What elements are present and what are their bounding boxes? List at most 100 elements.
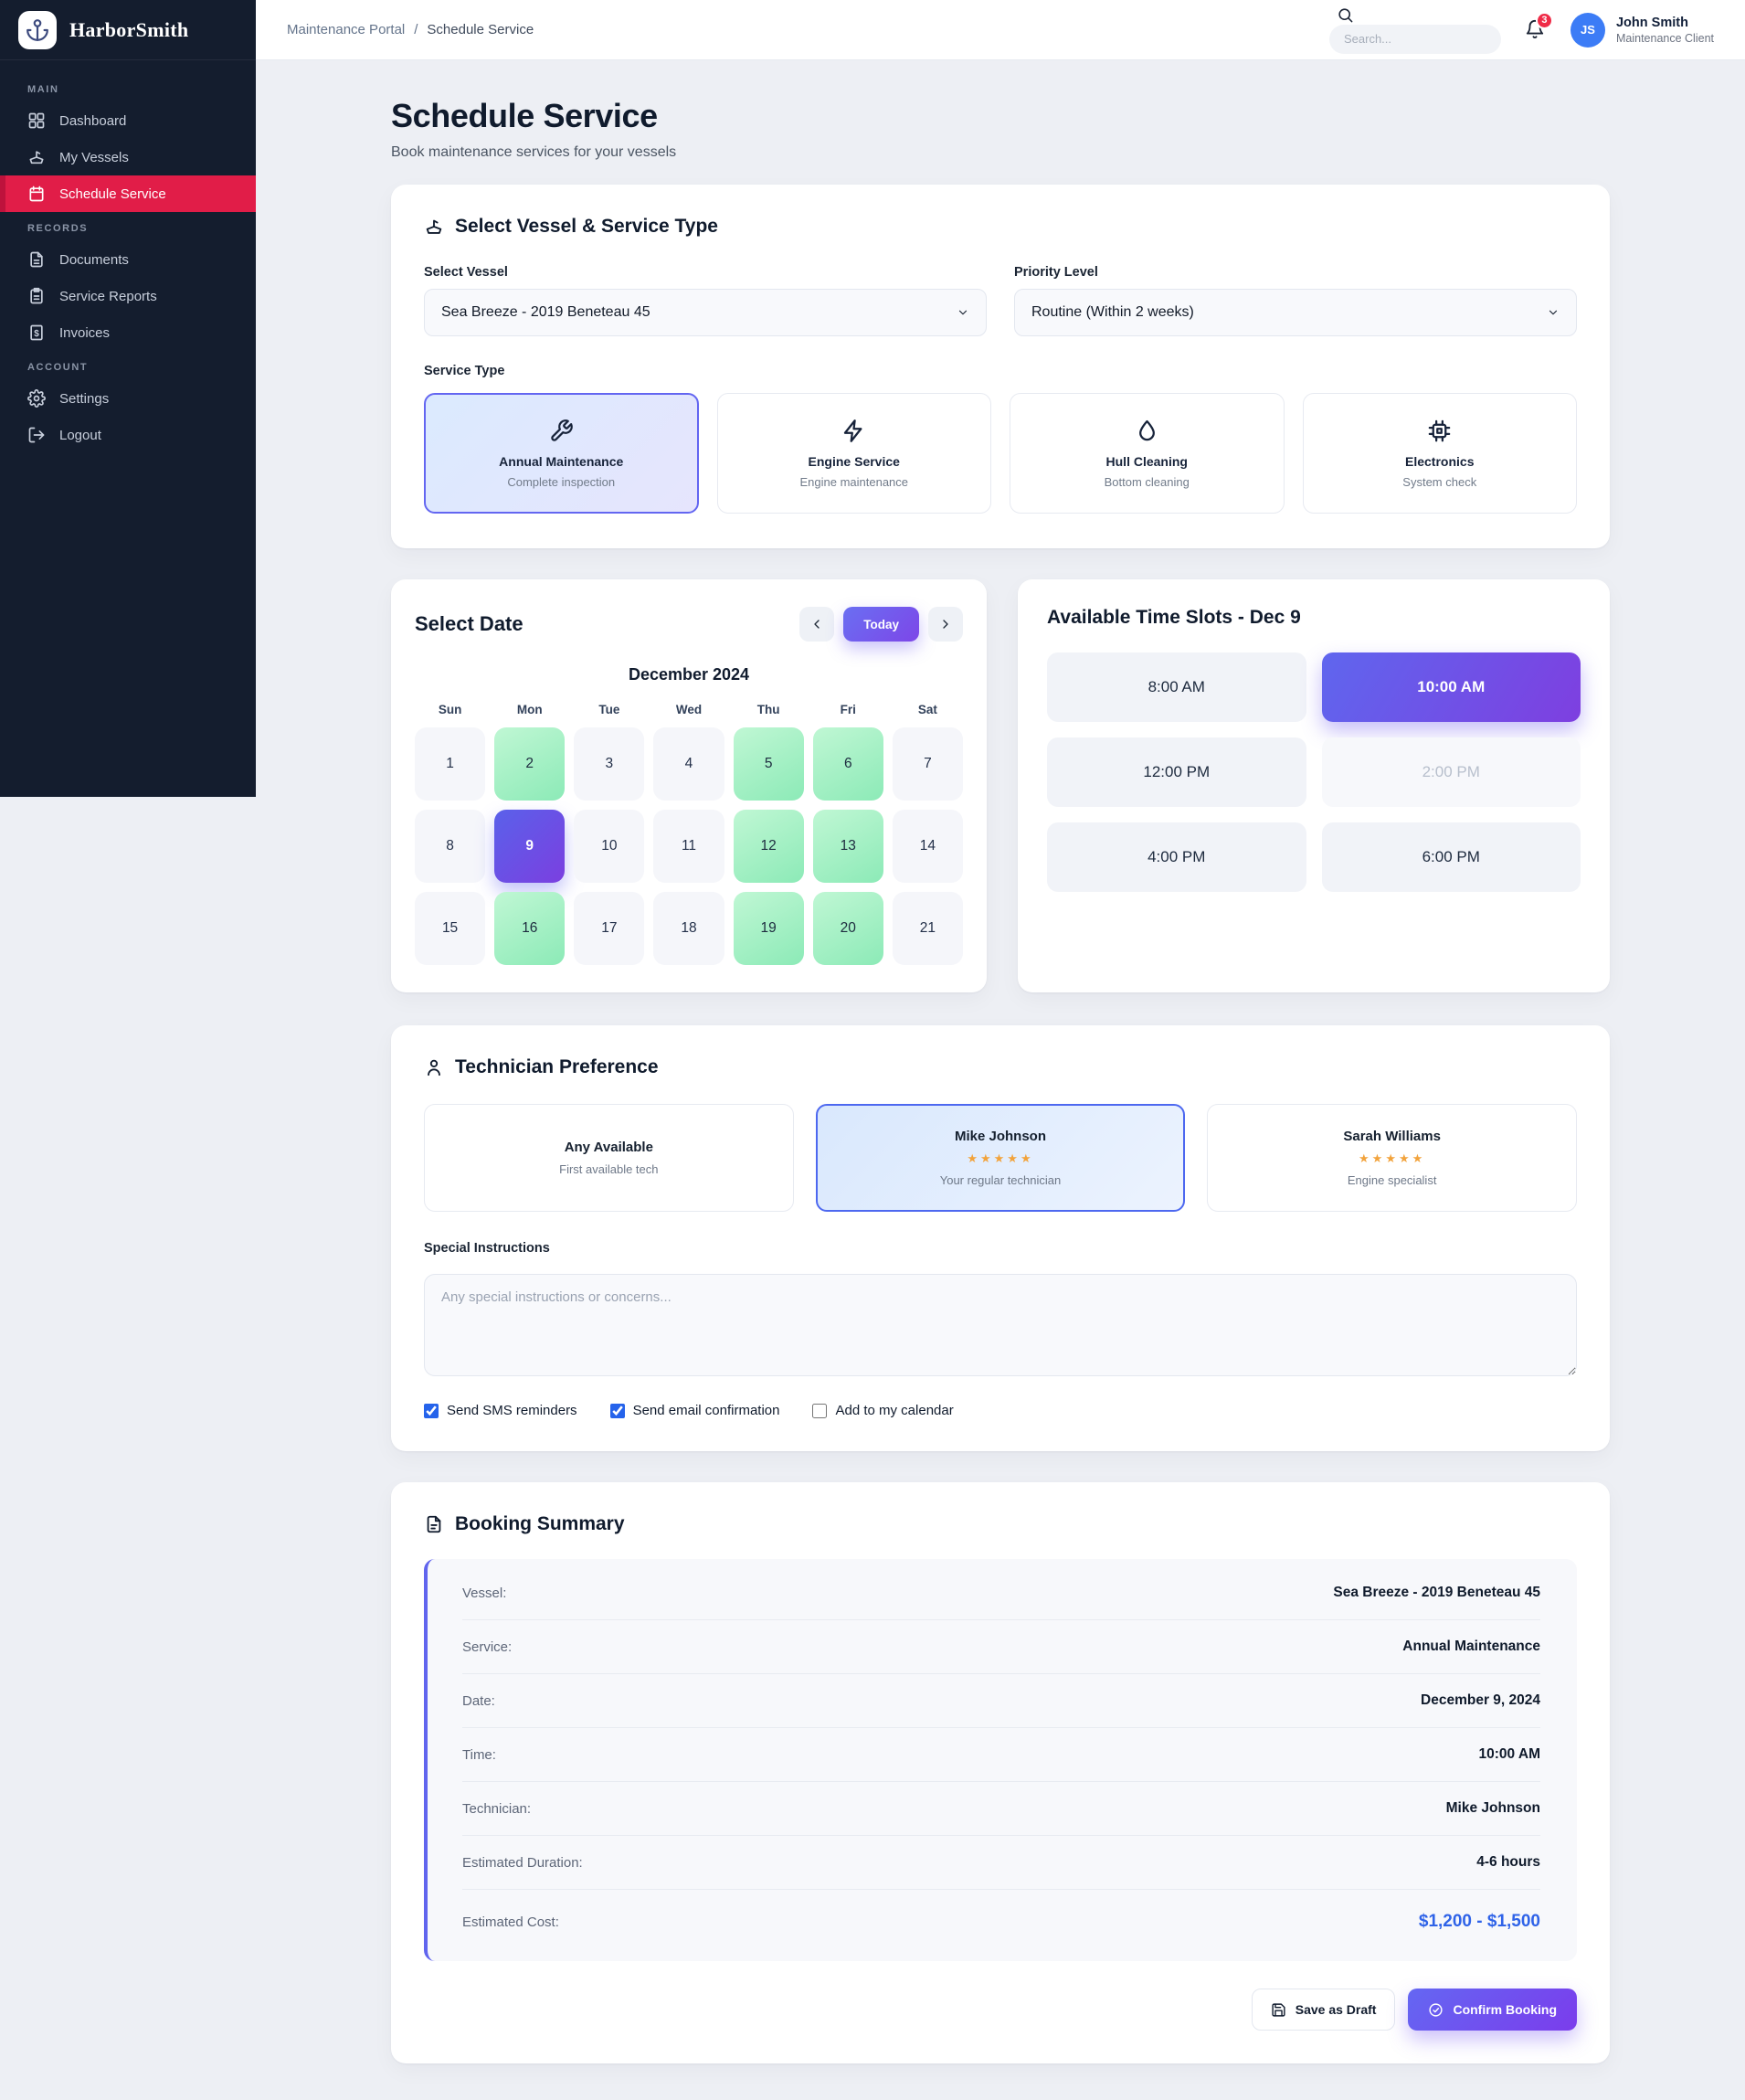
technician-option-any-available[interactable]: Any Available First available tech (424, 1104, 794, 1212)
priority-select-value: Routine (Within 2 weeks) (1031, 304, 1194, 320)
calendar-day-5[interactable]: 5 (733, 727, 804, 801)
sidebar-item-dashboard[interactable]: Dashboard (0, 102, 256, 139)
summary-label: Time: (462, 1746, 496, 1763)
vessel-card-heading: Select Vessel & Service Type (424, 216, 1577, 238)
calendar-day-17[interactable]: 17 (574, 892, 645, 965)
calendar-day-8[interactable]: 8 (415, 810, 486, 883)
sidebar-item-schedule-service[interactable]: Schedule Service (0, 175, 256, 212)
today-button[interactable]: Today (843, 607, 919, 642)
time-slot-grid: 8:00 AM 10:00 AM 12:00 PM 2:00 PM 4:00 PM 6:0… (1047, 652, 1581, 892)
save-draft-button[interactable]: Save as Draft (1251, 1989, 1396, 2031)
time-slot-6-00-pm[interactable]: 6:00 PM (1321, 822, 1581, 892)
service-option-electronics[interactable]: Electronics System check (1302, 393, 1577, 514)
confirm-booking-button[interactable]: Confirm Booking (1408, 1989, 1577, 2031)
service-option-engine-service[interactable]: Engine Service Engine maintenance (716, 393, 991, 514)
summary-value: $1,200 - $1,500 (1418, 1912, 1540, 1931)
calendar-day-10[interactable]: 10 (574, 810, 645, 883)
prev-month-button[interactable] (799, 607, 835, 642)
service-option-hull-cleaning[interactable]: Hull Cleaning Bottom cleaning (1010, 393, 1285, 514)
calendar-day-9[interactable]: 9 (494, 810, 566, 883)
priority-select[interactable]: Routine (Within 2 weeks) (1014, 289, 1577, 336)
user-menu[interactable]: JS John Smith Maintenance Client (1570, 12, 1714, 48)
select-date-title: Select Date (415, 612, 524, 635)
vessel-select[interactable]: Sea Breeze - 2019 Beneteau 45 (424, 289, 987, 336)
nav-section-label: ACCOUNT (27, 362, 89, 373)
sidebar-item-settings[interactable]: Settings (0, 380, 256, 417)
breadcrumb-separator: / (414, 22, 418, 37)
calendar-day-2[interactable]: 2 (494, 727, 566, 801)
time-slot-8-00-am[interactable]: 8:00 AM (1047, 652, 1306, 722)
sidebar-item-service-reports[interactable]: Service Reports (0, 278, 256, 314)
time-slot-10-00-am[interactable]: 10:00 AM (1321, 652, 1581, 722)
checkbox-input[interactable] (812, 1403, 828, 1418)
summary-row-vessel-: Vessel: Sea Breeze - 2019 Beneteau 45 (462, 1566, 1540, 1620)
brand-logo (18, 10, 57, 49)
bell-icon (1525, 19, 1545, 39)
booking-summary-card: Booking Summary Vessel: Sea Breeze - 2019… (391, 1482, 1610, 2063)
summary-label: Technician: (462, 1800, 532, 1817)
checkbox-send-sms-reminders[interactable]: Send SMS reminders (424, 1403, 577, 1418)
calendar-day-15[interactable]: 15 (415, 892, 486, 965)
anchor-icon (26, 18, 49, 42)
sidebar-item-my-vessels[interactable]: My Vessels (0, 139, 256, 175)
time-slot-2-00-pm[interactable]: 2:00 PM (1321, 737, 1581, 807)
calendar-day-14[interactable]: 14 (892, 810, 963, 883)
technician-option-mike-johnson[interactable]: Mike Johnson ★★★★★ Your regular technician (815, 1104, 1186, 1212)
calendar-day-20[interactable]: 20 (812, 892, 883, 965)
calendar-day-3[interactable]: 3 (574, 727, 645, 801)
sidebar-item-label: Logout (59, 427, 101, 443)
special-instructions-textarea[interactable] (424, 1274, 1577, 1376)
sidebar-item-documents[interactable]: Documents (0, 241, 256, 278)
calendar-day-12[interactable]: 12 (733, 810, 804, 883)
summary-value: December 9, 2024 (1421, 1692, 1540, 1708)
technician-card: Technician Preference Any Available First… (391, 1025, 1610, 1451)
calendar-day-1[interactable]: 1 (415, 727, 486, 801)
checkbox-add-to-my-calendar[interactable]: Add to my calendar (812, 1403, 954, 1418)
reminder-checkboxes: Send SMS reminders Send email confirmatio… (424, 1403, 1577, 1418)
service-type-label: Service Type (424, 364, 505, 378)
booking-summary-title: Booking Summary (455, 1513, 625, 1534)
technician-option-sarah-williams[interactable]: Sarah Williams ★★★★★ Engine specialist (1207, 1104, 1577, 1212)
calendar-day-13[interactable]: 13 (812, 810, 883, 883)
breadcrumb-current[interactable]: Schedule Service (427, 22, 534, 37)
service-option-desc: System check (1402, 474, 1477, 489)
calendar-day-21[interactable]: 21 (892, 892, 963, 965)
invoice-icon: $ (27, 323, 46, 342)
calendar-day-7[interactable]: 7 (892, 727, 963, 801)
next-month-button[interactable] (928, 607, 963, 642)
summary-value: Annual Maintenance (1402, 1639, 1540, 1654)
checkbox-label: Add to my calendar (835, 1403, 954, 1418)
summary-label: Date: (462, 1692, 495, 1709)
checkbox-label: Send SMS reminders (447, 1403, 577, 1418)
checkbox-input[interactable] (609, 1403, 625, 1418)
chevron-right-icon (938, 617, 953, 631)
sidebar: HarborSmith MAIN Dashboard My Vessels Sched… (0, 0, 256, 797)
calendar-day-19[interactable]: 19 (733, 892, 804, 965)
nav-section-label: RECORDS (27, 223, 89, 234)
time-slot-4-00-pm[interactable]: 4:00 PM (1047, 822, 1306, 892)
technician-rating: ★★★★★ (1359, 1151, 1426, 1165)
technician-options: Any Available First available tech Mike Jo… (424, 1104, 1577, 1212)
technician-desc: Your regular technician (939, 1173, 1062, 1187)
time-slot-12-00-pm[interactable]: 12:00 PM (1047, 737, 1306, 807)
breadcrumb-portal[interactable]: Maintenance Portal (287, 22, 406, 37)
technician-heading: Technician Preference (424, 1056, 1577, 1078)
droplet-icon (1135, 419, 1159, 443)
sidebar-item-logout[interactable]: Logout (0, 417, 256, 453)
weekday-label: Sun (438, 703, 462, 716)
notifications-button[interactable]: 3 (1525, 11, 1553, 41)
calendar-day-18[interactable]: 18 (653, 892, 724, 965)
checkbox-input[interactable] (424, 1403, 439, 1418)
service-option-annual-maintenance[interactable]: Annual Maintenance Complete inspection (424, 393, 699, 514)
calendar-day-6[interactable]: 6 (812, 727, 883, 801)
calendar-day-16[interactable]: 16 (494, 892, 566, 965)
calendar-day-4[interactable]: 4 (653, 727, 724, 801)
search-input[interactable] (1328, 32, 1501, 46)
sidebar-item-invoices[interactable]: $ Invoices (0, 314, 256, 351)
service-option-name: Electronics (1405, 453, 1475, 469)
summary-label: Vessel: (462, 1585, 507, 1601)
checkbox-send-email-confirmation[interactable]: Send email confirmation (609, 1403, 779, 1418)
technician-rating: ★★★★★ (967, 1151, 1034, 1165)
calendar-day-11[interactable]: 11 (653, 810, 724, 883)
summary-row-service-: Service: Annual Maintenance (462, 1620, 1540, 1674)
